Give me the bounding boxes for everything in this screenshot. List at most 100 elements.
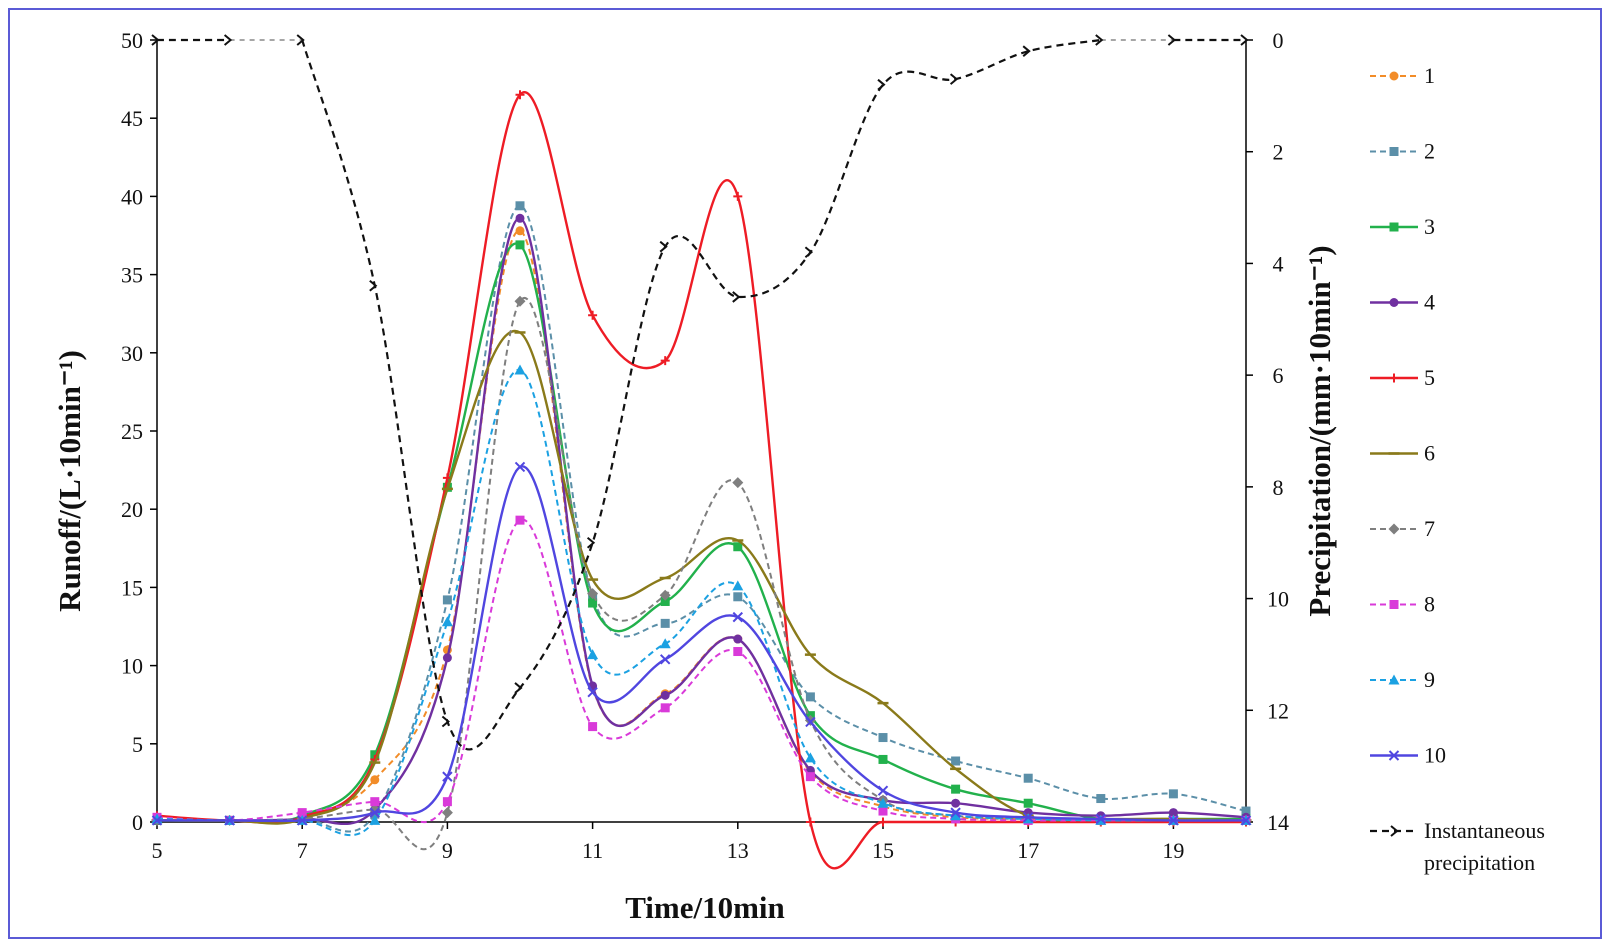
x-tick-label: 7 bbox=[297, 838, 308, 863]
data-point-7 bbox=[659, 589, 671, 601]
precipitation-marker bbox=[441, 715, 450, 728]
y2-tick-label: 0 bbox=[1273, 28, 1284, 53]
data-point-4 bbox=[1168, 808, 1178, 818]
legend-entry-1: 1 bbox=[1370, 63, 1435, 88]
data-point-3 bbox=[951, 784, 961, 794]
legend-marker bbox=[1389, 298, 1399, 307]
precipitation-marker bbox=[1022, 45, 1031, 57]
x-axis-title: Time/10min bbox=[625, 890, 785, 925]
legend: 1 2 3 4 5 6 7 8 9 10 bbox=[1370, 63, 1446, 837]
data-point-4 bbox=[733, 634, 743, 644]
x-tick-label: 11 bbox=[582, 838, 603, 863]
data-point-2 bbox=[1096, 794, 1106, 804]
data-point-8 bbox=[733, 647, 743, 657]
data-point-4 bbox=[442, 653, 452, 663]
data-point-2 bbox=[442, 595, 452, 605]
data-point-2 bbox=[733, 592, 743, 602]
series-line-1 bbox=[156, 229, 1246, 824]
series-line-4 bbox=[156, 217, 1247, 826]
legend-entry-2: 2 bbox=[1370, 139, 1435, 164]
data-point-4 bbox=[951, 798, 961, 808]
legend-marker-precipitation bbox=[1390, 825, 1399, 837]
legend-label: 10 bbox=[1424, 743, 1446, 768]
series-line-6 bbox=[156, 329, 1247, 825]
data-point-2 bbox=[951, 756, 961, 766]
left-y-axis-title: Runoff/(L·10min⁻¹) bbox=[52, 350, 87, 612]
data-point-2 bbox=[1023, 773, 1033, 783]
data-point-10 bbox=[151, 815, 163, 826]
data-point-1 bbox=[370, 775, 380, 785]
legend-marker bbox=[1389, 600, 1399, 609]
legend-entry-7: 7 bbox=[1370, 516, 1435, 541]
y-tick-label: 25 bbox=[121, 419, 143, 444]
precipitation-marker bbox=[514, 682, 523, 694]
legend-entry-3: 3 bbox=[1370, 214, 1435, 239]
precipitation-line bbox=[301, 38, 1101, 751]
data-point-9 bbox=[950, 810, 962, 821]
data-point-10 bbox=[1022, 812, 1034, 823]
y-tick-label: 5 bbox=[132, 732, 143, 757]
data-point-9 bbox=[441, 616, 453, 627]
data-point-9 bbox=[877, 797, 889, 808]
precipitation-marker bbox=[1240, 34, 1249, 46]
data-point-3 bbox=[370, 750, 380, 760]
series-4 bbox=[152, 213, 1251, 826]
data-point-8 bbox=[588, 722, 598, 732]
precipitation-marker bbox=[804, 246, 813, 259]
precipitation-marker bbox=[1167, 34, 1176, 46]
data-point-9 bbox=[369, 814, 381, 825]
data-point-10 bbox=[1240, 815, 1252, 826]
series-line-8 bbox=[156, 518, 1246, 824]
data-point-3 bbox=[878, 754, 888, 764]
precipitation-marker bbox=[732, 291, 741, 303]
series-6 bbox=[151, 329, 1252, 825]
legend-entry-10: 10 bbox=[1370, 743, 1446, 768]
data-point-10 bbox=[369, 807, 381, 818]
data-point-4 bbox=[660, 690, 670, 700]
legend-entry-6: 6 bbox=[1370, 441, 1435, 466]
legend-label: 5 bbox=[1424, 365, 1435, 390]
precipitation-marker bbox=[151, 34, 160, 46]
legend-label: 6 bbox=[1424, 441, 1435, 466]
legend-label: 1 bbox=[1424, 63, 1435, 88]
legend-label: 8 bbox=[1424, 592, 1435, 617]
legend-marker bbox=[1389, 147, 1399, 156]
data-point-8 bbox=[660, 703, 670, 713]
series-line-2 bbox=[156, 204, 1247, 833]
y-tick-label: 50 bbox=[121, 28, 143, 53]
data-point-2 bbox=[1168, 789, 1178, 799]
data-point-8 bbox=[878, 806, 888, 816]
legend-entry-4: 4 bbox=[1370, 290, 1435, 315]
legend-label: 3 bbox=[1424, 214, 1435, 239]
data-point-8 bbox=[442, 797, 452, 807]
data-point-5 bbox=[515, 90, 525, 100]
data-point-10 bbox=[442, 771, 453, 782]
data-point-4 bbox=[515, 213, 525, 223]
data-point-3 bbox=[515, 240, 525, 250]
data-point-10 bbox=[514, 461, 526, 473]
series-1 bbox=[152, 226, 1251, 825]
y2-tick-label: 10 bbox=[1267, 587, 1289, 612]
data-point-7 bbox=[514, 295, 526, 307]
right-y-axis-title: Precipitation/(mm·10min⁻¹) bbox=[1302, 245, 1337, 616]
legend-label: 2 bbox=[1424, 139, 1435, 164]
data-point-10 bbox=[587, 686, 598, 698]
data-point-7 bbox=[587, 588, 599, 600]
data-point-9 bbox=[514, 364, 526, 375]
legend-marker bbox=[1388, 674, 1400, 685]
data-point-9 bbox=[804, 752, 816, 763]
data-point-1 bbox=[515, 226, 525, 236]
legend-entry-5: 5 bbox=[1370, 365, 1435, 390]
x-tick-label: 5 bbox=[152, 838, 163, 863]
data-point-8 bbox=[370, 797, 380, 807]
data-point-10 bbox=[877, 785, 889, 796]
legend-marker bbox=[1389, 373, 1399, 383]
x-tick-label: 9 bbox=[442, 838, 453, 863]
data-point-3 bbox=[1023, 798, 1033, 808]
precipitation-marker bbox=[949, 73, 959, 85]
data-point-8 bbox=[515, 515, 525, 525]
series-line-9 bbox=[156, 369, 1246, 837]
precipitation-marker bbox=[296, 34, 305, 46]
series-line-3 bbox=[156, 242, 1246, 824]
data-point-5 bbox=[878, 817, 888, 827]
